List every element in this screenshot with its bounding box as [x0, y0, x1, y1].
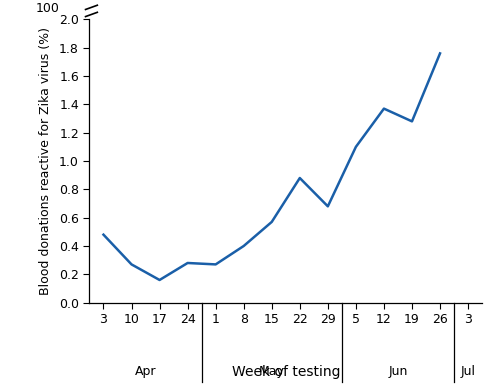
Text: 100: 100 — [36, 2, 60, 15]
Text: Apr: Apr — [135, 365, 156, 378]
Y-axis label: Blood donations reactive for Zika virus (%): Blood donations reactive for Zika virus … — [39, 27, 52, 295]
Text: May: May — [259, 365, 285, 378]
Text: Jun: Jun — [388, 365, 408, 378]
Text: Jul: Jul — [461, 365, 476, 378]
X-axis label: Week of testing: Week of testing — [232, 365, 340, 379]
